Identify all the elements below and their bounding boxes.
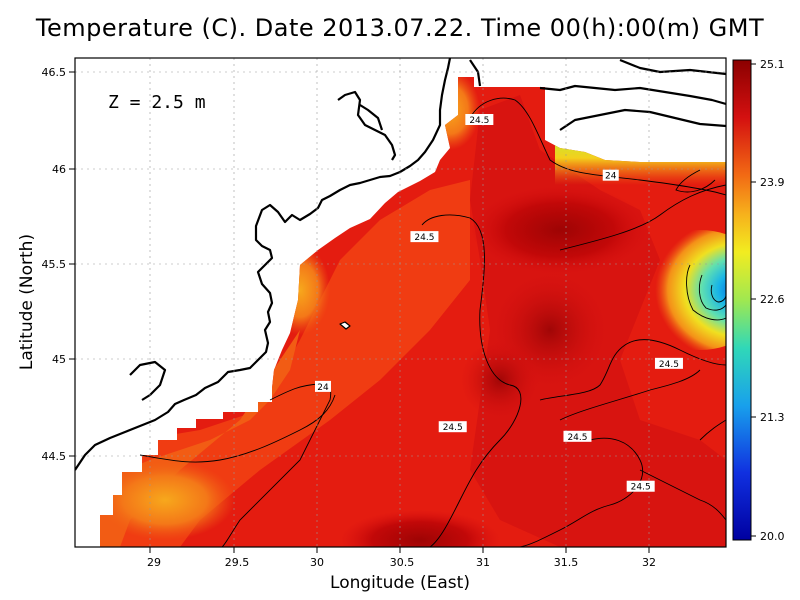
- contour-label-text: 24.5: [567, 433, 587, 443]
- y-tick-label: 45: [52, 353, 66, 366]
- coastline: [75, 58, 726, 471]
- contour-label-background: [654, 357, 683, 369]
- y-axis: 44.5 45 45.5 46 46.5 Latitude (North): [17, 66, 75, 463]
- colorbar-tick-label: 22.6: [760, 293, 785, 306]
- contour-label-text: 24.5: [659, 360, 679, 370]
- contour-label-background: [602, 169, 619, 181]
- contour-label: 24.5: [563, 430, 592, 443]
- x-axis: 29 29.5 30 30.5 31 31.5 32 Longitude (Ea…: [147, 547, 656, 593]
- x-axis-label: Longitude (East): [330, 573, 470, 593]
- x-tick-label: 31: [476, 556, 490, 569]
- y-tick-label: 44.5: [42, 450, 67, 463]
- colorbar-tick-label: 20.0: [760, 530, 785, 543]
- colorbar-tick-label: 21.3: [760, 411, 785, 424]
- gridlines: [75, 58, 726, 547]
- contour-label: 24.5: [465, 114, 494, 126]
- contour-label-background: [410, 231, 439, 243]
- contour-label-text: 24: [605, 172, 617, 182]
- colorbar-tick-label: 25.1: [760, 58, 785, 71]
- contour-label-background: [563, 430, 592, 442]
- y-tick-label: 46.5: [42, 66, 67, 79]
- contour-label: 24.5: [654, 357, 683, 370]
- y-tick-label: 46: [52, 163, 66, 176]
- contour-label-background: [465, 114, 494, 125]
- contour-label-text: 24: [317, 383, 329, 393]
- y-tick-label: 45.5: [42, 258, 67, 271]
- x-tick-label: 30: [310, 556, 324, 569]
- x-tick-label: 32: [642, 556, 656, 569]
- contour-label-text: 24.5: [443, 423, 463, 433]
- map-title: Temperature (C). Date 2013.07.22. Time 0…: [35, 14, 765, 42]
- contour-label-background: [438, 421, 467, 433]
- x-tick-label: 29: [147, 556, 161, 569]
- contour-label: 24.5: [626, 480, 655, 493]
- contour-label: 24: [314, 380, 331, 393]
- colorbar-tick-label: 23.9: [760, 176, 785, 189]
- x-tick-label: 29.5: [225, 556, 250, 569]
- contour-label-background: [626, 480, 655, 492]
- contour-label-layer: 24.5 24 24.5 24.5 24 24.5 24.5 24.5: [314, 114, 683, 493]
- temperature-field: [100, 77, 726, 547]
- contour-label-text: 24.5: [414, 233, 434, 243]
- contour-label: 24.5: [438, 421, 467, 433]
- contour-label: 24.5: [410, 231, 439, 243]
- colorbar: 25.1 23.9 22.6 21.3 20.0: [732, 58, 785, 543]
- x-tick-label: 31.5: [554, 556, 579, 569]
- x-tick-label: 30.5: [390, 556, 415, 569]
- contour-label-text: 24.5: [631, 483, 651, 493]
- contour-label-text: 24.5: [469, 116, 489, 126]
- y-axis-label: Latitude (North): [17, 234, 37, 370]
- depth-label: Z = 2.5 m: [108, 92, 206, 113]
- contour-label: 24: [602, 169, 619, 182]
- contour-label-background: [314, 380, 331, 392]
